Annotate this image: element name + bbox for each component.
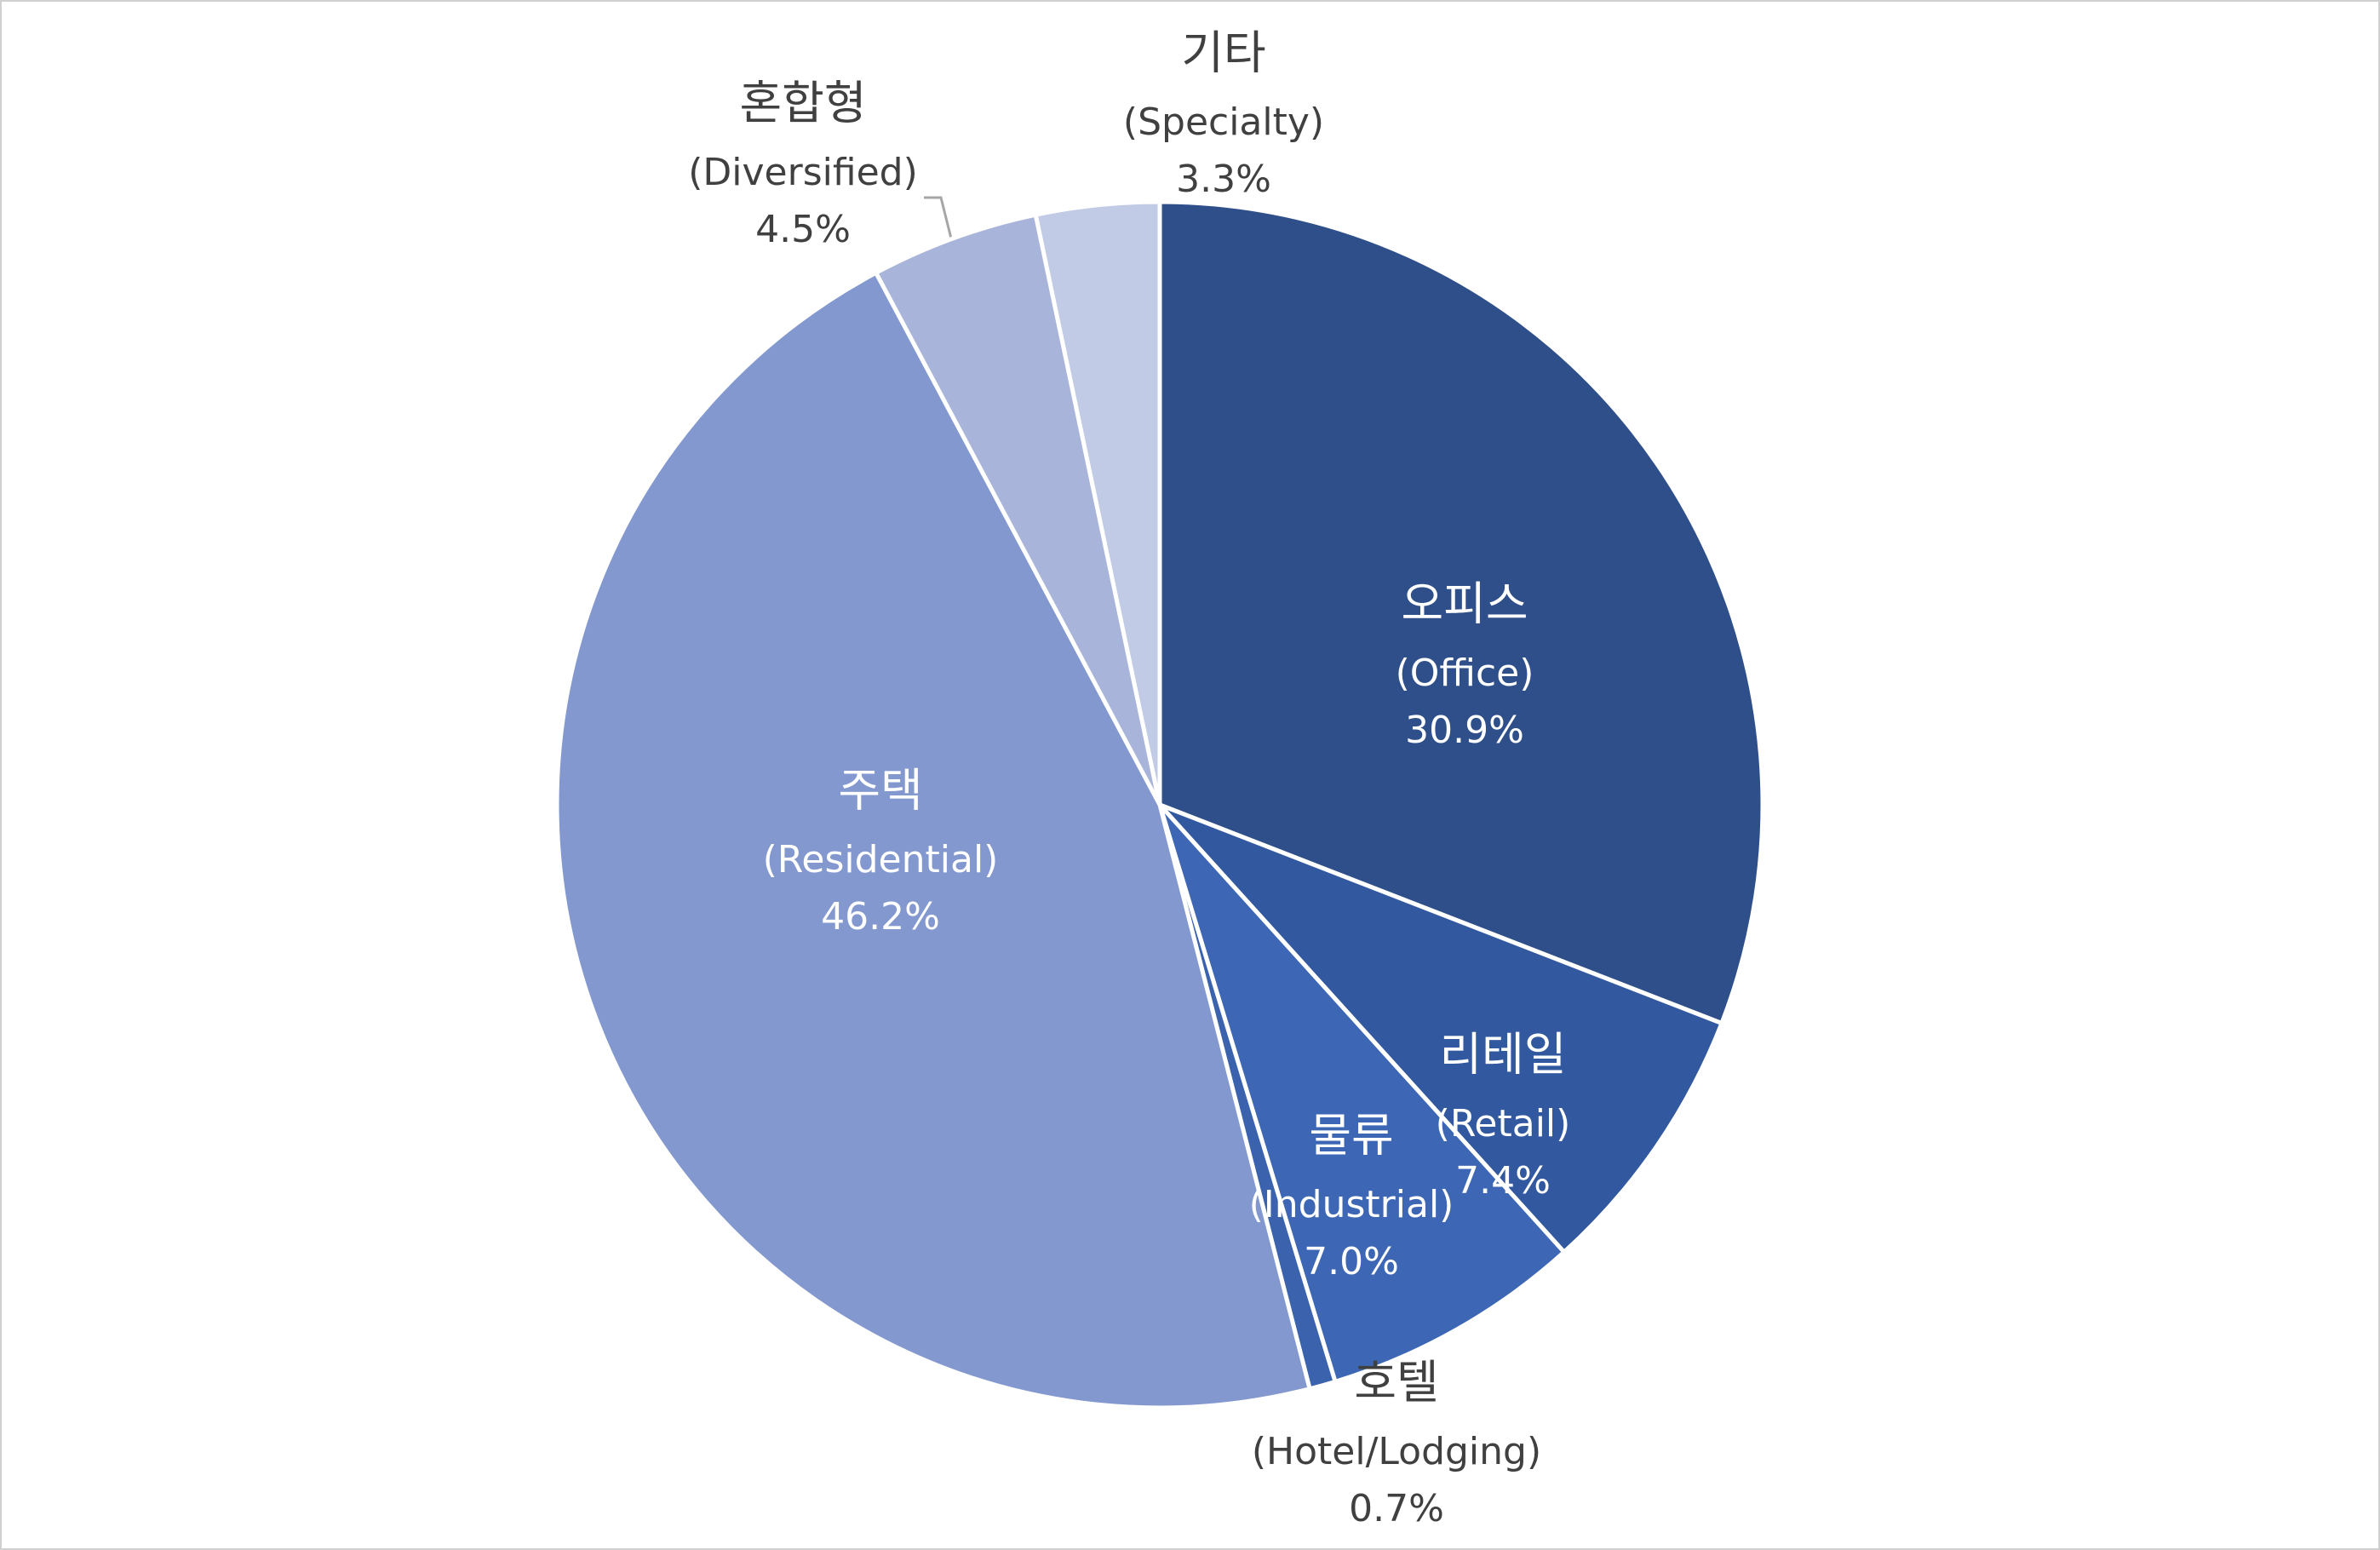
slice-label: 기타 xyxy=(1181,26,1265,80)
slice-label: 오피스 xyxy=(1401,577,1528,631)
slice-label: 호텔 xyxy=(1354,1356,1438,1409)
value-label: 46.2% xyxy=(821,895,940,939)
pie-slice xyxy=(1158,802,1725,1255)
slice-label-en: (Retail) xyxy=(1436,1102,1571,1145)
value-label: 7.4% xyxy=(1455,1159,1551,1203)
slice-label: 주택 xyxy=(838,764,922,818)
pie-slice xyxy=(554,269,1313,1410)
value-label: 4.5% xyxy=(755,208,851,251)
slice-label: 혼합형 xyxy=(739,77,866,130)
pie-slice xyxy=(873,212,1162,807)
slice-label-en: (Residential) xyxy=(763,838,999,881)
slice-label-en: (Diversified) xyxy=(688,151,918,194)
value-label: 3.3% xyxy=(1176,158,1271,201)
slice-label-en: (Specialty) xyxy=(1123,100,1324,144)
pie-slice xyxy=(1157,199,1765,1026)
value-label: 30.9% xyxy=(1405,709,1524,752)
slice-label-en: (Office) xyxy=(1396,652,1534,695)
slice-label: 물류 xyxy=(1309,1109,1393,1162)
value-label: 7.0% xyxy=(1304,1240,1399,1283)
slice-label: 리테일 xyxy=(1439,1028,1566,1082)
value-label: 0.7% xyxy=(1349,1487,1444,1530)
leader-line xyxy=(924,196,953,239)
pie-slice xyxy=(1033,199,1162,806)
slice-label-en: (Hotel/Lodging) xyxy=(1252,1430,1541,1473)
pie-slice xyxy=(1157,803,1568,1385)
slice-label-en: (Industrial) xyxy=(1249,1183,1454,1226)
